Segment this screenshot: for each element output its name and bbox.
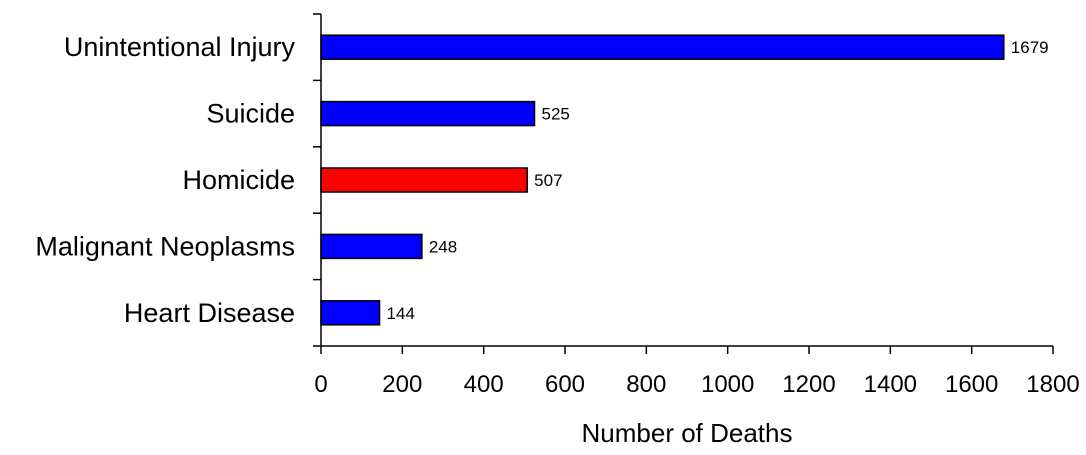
x-tick-label: 1400 [864,371,917,398]
x-tick-label: 800 [626,371,666,398]
category-label-malignant-neoplasms: Malignant Neoplasms [35,231,295,261]
data-label-suicide: 525 [542,105,570,124]
bar-malignant-neoplasms [320,233,423,260]
axis-layer [313,13,1054,354]
data-label-homicide: 507 [534,171,562,190]
x-axis-title: Number of Deaths [582,418,793,448]
data-label-malignant-neoplasms: 248 [429,237,457,256]
category-label-unintentional-injury: Unintentional Injury [64,32,296,62]
category-label-heart-disease: Heart Disease [124,298,295,328]
bar-homicide [320,167,528,193]
x-tick-label: 1000 [701,371,754,398]
bar-heart-disease [320,300,381,326]
data-label-unintentional-injury: 1679 [1011,38,1049,57]
x-tick-label: 200 [382,371,422,398]
x-tick-label: 1200 [782,371,835,398]
bars-layer [320,34,1005,326]
labels-layer: Unintentional Injury 1679 Suicide 525 Homici… [35,32,1079,398]
category-label-suicide: Suicide [206,99,295,129]
x-tick-label: 600 [545,371,585,398]
x-tick-label: 1600 [945,371,998,398]
category-label-homicide: Homicide [182,165,295,195]
x-tick-label: 400 [464,371,504,398]
data-label-heart-disease: 144 [387,304,415,323]
bar-unintentional-injury [320,34,1005,60]
bar-suicide [320,100,536,127]
x-tick-label: 0 [314,371,327,398]
x-tick-label: 1800 [1026,371,1079,398]
